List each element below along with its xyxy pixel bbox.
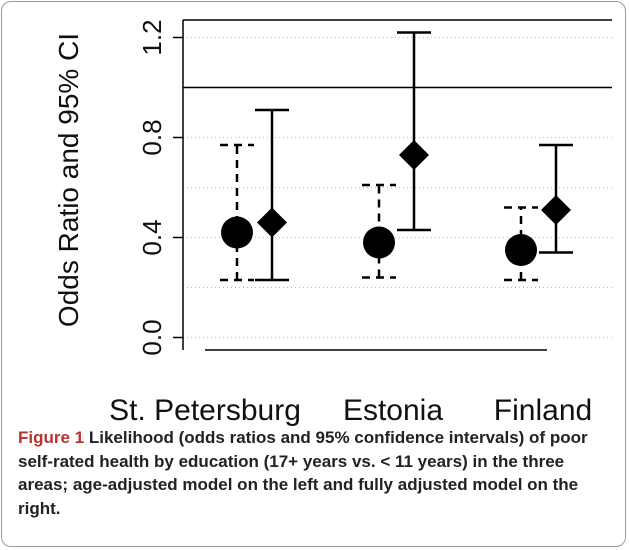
point xyxy=(221,216,253,249)
point xyxy=(505,234,537,266)
x-tick-label: St. Petersburg xyxy=(109,394,301,427)
point xyxy=(541,195,571,225)
point xyxy=(257,207,287,238)
x-tick-label: Estonia xyxy=(343,394,443,427)
caption: Figure 1 Likelihood (odds ratios and 95%… xyxy=(18,426,618,520)
y-axis-label: Odds Ratio and 95% CI xyxy=(53,33,84,327)
y-tick-label: 1.2 xyxy=(137,19,167,55)
y-tick-label: 0.0 xyxy=(137,319,167,355)
caption-text: Likelihood (odds ratios and 95% confiden… xyxy=(18,428,588,518)
x-tick-label: Finland xyxy=(494,394,592,427)
caption-label: Figure 1 xyxy=(18,428,85,447)
y-tick-label: 0.4 xyxy=(137,219,167,255)
y-tick-label: 0.8 xyxy=(137,119,167,155)
point xyxy=(363,226,395,259)
point xyxy=(399,140,429,170)
